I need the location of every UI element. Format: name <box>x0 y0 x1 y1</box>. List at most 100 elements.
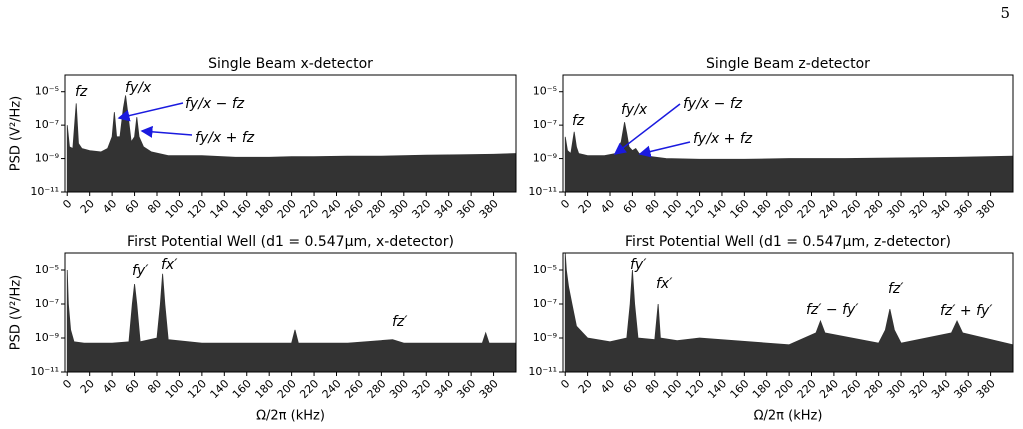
y-tick-label: 10⁻⁹ <box>533 331 557 344</box>
x-tick-label: 0 <box>558 197 572 211</box>
x-tick-label: 180 <box>750 197 774 221</box>
y-tick-label: 10⁻¹¹ <box>528 365 557 378</box>
x-tick-label: 200 <box>772 377 796 401</box>
page-number: 5 <box>1000 4 1010 22</box>
x-tick-label: 40 <box>598 197 617 216</box>
x-tick-label: 160 <box>230 377 254 401</box>
x-tick-label: 40 <box>598 377 617 396</box>
x-tick-label: 300 <box>387 377 411 401</box>
y-tick-label: 10⁻⁵ <box>35 85 59 98</box>
peak-annotation: fz′ + fy′ <box>940 303 993 319</box>
panel-title: Single Beam z-detector <box>706 56 870 72</box>
y-tick-label: 10⁻⁵ <box>533 85 557 98</box>
panel-title: First Potential Well (d1 = 0.547μm, z-de… <box>625 234 951 250</box>
x-tick-label: 340 <box>929 197 953 221</box>
x-tick-label: 80 <box>145 197 164 216</box>
x-tick-label: 80 <box>145 377 164 396</box>
x-tick-label: 100 <box>660 197 684 221</box>
x-tick-label: 80 <box>643 197 662 216</box>
x-tick-label: 40 <box>100 197 119 216</box>
annotation-arrow <box>638 141 691 158</box>
x-tick-label: 380 <box>477 377 501 401</box>
x-tick-label: 0 <box>558 377 572 391</box>
x-tick-label: 360 <box>951 197 975 221</box>
y-axis-label: PSD (V²/Hz) <box>9 96 24 171</box>
x-tick-label: 200 <box>772 197 796 221</box>
x-tick-label: 380 <box>974 377 998 401</box>
x-tick-label: 260 <box>839 377 863 401</box>
plot-frame <box>562 74 1014 193</box>
x-tick-label: 380 <box>974 197 998 221</box>
peak-annotation: fz′ <box>888 281 904 297</box>
x-tick-label: 300 <box>884 197 908 221</box>
peak-annotation: fy/x <box>125 80 152 96</box>
peak-annotation: fy/x <box>621 102 648 118</box>
x-tick-label: 200 <box>275 197 299 221</box>
x-tick-label: 180 <box>252 377 276 401</box>
x-tick-label: 140 <box>208 377 232 401</box>
y-tick-label: 10⁻⁷ <box>35 297 59 310</box>
peak-annotation: fz <box>572 113 585 129</box>
x-tick-label: 100 <box>163 197 187 221</box>
x-tick-label: 0 <box>60 377 74 391</box>
x-tick-label: 220 <box>795 197 819 221</box>
peak-annotation: fy/x + fz <box>195 130 255 146</box>
x-tick-label: 220 <box>795 377 819 401</box>
x-tick-label: 60 <box>621 377 640 396</box>
x-tick-label: 240 <box>320 197 344 221</box>
x-tick-label: 340 <box>432 197 456 221</box>
peak-annotation: fz <box>75 84 88 100</box>
x-tick-label: 180 <box>252 197 276 221</box>
spectrum-area <box>66 269 517 373</box>
x-tick-label: 360 <box>454 377 478 401</box>
x-tick-label: 280 <box>365 377 389 401</box>
plot-frame <box>64 252 517 373</box>
panel-title: Single Beam x-detector <box>208 56 373 72</box>
x-tick-label: 180 <box>750 377 774 401</box>
y-tick-label: 10⁻⁹ <box>533 152 557 165</box>
x-tick-label: 20 <box>576 377 595 396</box>
x-tick-label: 360 <box>454 197 478 221</box>
x-tick-label: 200 <box>275 377 299 401</box>
x-tick-label: 380 <box>477 197 501 221</box>
plot-frame <box>64 74 517 193</box>
x-tick-label: 140 <box>705 197 729 221</box>
x-tick-label: 340 <box>929 377 953 401</box>
peak-annotation: fy/x + fz <box>693 131 753 147</box>
peak-annotation: fy′ <box>630 257 647 273</box>
x-tick-label: 300 <box>387 197 411 221</box>
y-tick-label: 10⁻¹¹ <box>30 185 59 198</box>
x-axis-label: Ω/2π (kHz) <box>754 409 823 424</box>
x-tick-label: 160 <box>230 197 254 221</box>
annotation-arrow <box>117 102 184 122</box>
y-tick-label: 10⁻⁵ <box>533 263 557 276</box>
x-tick-label: 260 <box>839 197 863 221</box>
x-tick-label: 100 <box>660 377 684 401</box>
x-tick-label: 20 <box>78 197 97 216</box>
x-tick-label: 220 <box>297 377 321 401</box>
x-tick-label: 60 <box>621 197 640 216</box>
x-tick-label: 280 <box>862 377 886 401</box>
x-tick-label: 0 <box>60 197 74 211</box>
y-tick-label: 10⁻⁷ <box>35 118 59 131</box>
y-tick-label: 10⁻¹¹ <box>30 365 59 378</box>
peak-annotation: fy/x − fz <box>683 96 743 112</box>
x-tick-label: 120 <box>185 377 209 401</box>
peak-annotation: fz′ − fy′ <box>806 302 859 318</box>
y-tick-label: 10⁻⁷ <box>533 297 557 310</box>
x-tick-label: 20 <box>576 197 595 216</box>
y-tick-label: 10⁻⁹ <box>35 331 59 344</box>
x-tick-label: 320 <box>907 197 931 221</box>
x-axis-label: Ω/2π (kHz) <box>256 409 325 424</box>
panel-title: First Potential Well (d1 = 0.547μm, x-de… <box>127 234 454 250</box>
x-tick-label: 240 <box>817 377 841 401</box>
annotation-arrow <box>140 125 193 138</box>
x-tick-label: 160 <box>728 197 752 221</box>
x-tick-label: 220 <box>297 197 321 221</box>
x-tick-label: 300 <box>884 377 908 401</box>
peak-annotation: fz′ <box>392 314 408 330</box>
y-axis-label: PSD (V²/Hz) <box>9 275 24 350</box>
x-tick-label: 260 <box>342 377 366 401</box>
x-tick-label: 240 <box>320 377 344 401</box>
x-tick-label: 120 <box>683 197 707 221</box>
